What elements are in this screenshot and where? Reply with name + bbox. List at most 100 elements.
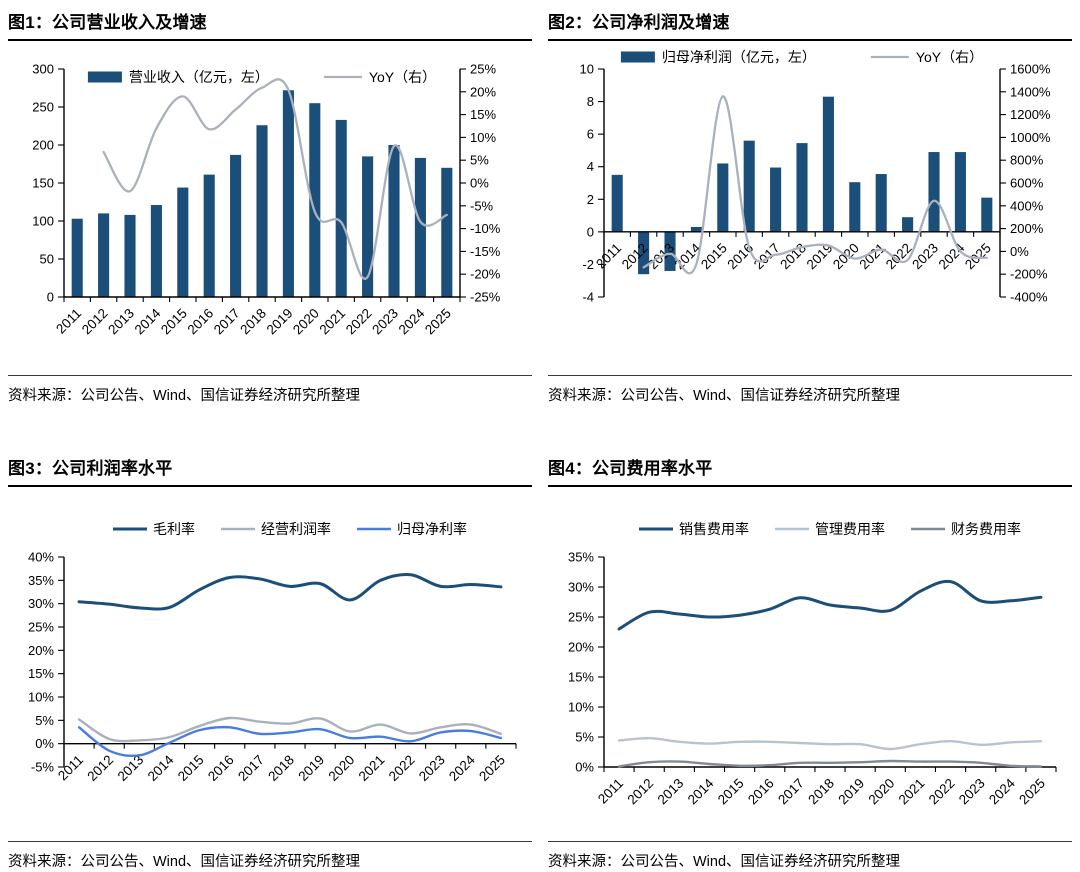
svg-text:2018: 2018	[237, 306, 269, 338]
svg-text:10%: 10%	[28, 690, 54, 705]
svg-text:250: 250	[32, 100, 54, 115]
svg-text:2021: 2021	[316, 306, 348, 338]
svg-text:2019: 2019	[264, 306, 296, 338]
svg-text:150: 150	[32, 176, 54, 191]
svg-text:2022: 2022	[386, 752, 418, 784]
svg-text:4: 4	[587, 159, 594, 174]
fig2-netprofit-growth-chart: 10 8 6 4 2 0 -2 -4 1600% 1400% 1200% 1000% 800% 600% 4…	[580, 49, 1051, 305]
svg-text:40%: 40%	[28, 550, 54, 565]
svg-text:600%: 600%	[1010, 176, 1044, 191]
svg-text:2023: 2023	[369, 306, 401, 338]
svg-text:-4: -4	[582, 290, 594, 305]
svg-text:15%: 15%	[28, 666, 54, 681]
svg-text:2023: 2023	[956, 776, 988, 808]
svg-text:10%: 10%	[470, 130, 496, 145]
panel-fig3: 图3：公司利润率水平 40% 35% 30% 25% 20% 15% 10% 5% 0% -5% 2…	[0, 410, 540, 872]
svg-text:-20%: -20%	[470, 267, 501, 282]
svg-text:25%: 25%	[568, 610, 594, 625]
svg-text:100: 100	[32, 214, 54, 229]
svg-text:2024: 2024	[936, 240, 968, 272]
panel-fig2: 图2：公司净利润及增速 10 8 6 4 2 0 -2 -4 1600% 1400% 1200% 10…	[540, 0, 1080, 410]
svg-text:2013: 2013	[105, 306, 137, 338]
svg-text:0%: 0%	[35, 736, 54, 751]
svg-text:2025: 2025	[1016, 776, 1048, 808]
svg-text:销售费用率: 销售费用率	[679, 521, 749, 537]
svg-text:2019: 2019	[295, 752, 327, 784]
fig4-source-note: 资料来源：公司公告、Wind、国信证券经济研究所整理	[548, 841, 1072, 872]
svg-text:1000%: 1000%	[1010, 130, 1051, 145]
svg-text:2018: 2018	[805, 776, 837, 808]
svg-text:400%: 400%	[1010, 198, 1044, 213]
svg-text:2015: 2015	[698, 240, 730, 272]
svg-text:2014: 2014	[145, 752, 177, 784]
fig3-margin-chart: 40%35%30%25%20%15%10%5%0%-5% 201120122013…	[28, 521, 517, 784]
fig2-title: 图2：公司净利润及增速	[548, 6, 1072, 41]
svg-text:2016: 2016	[745, 776, 777, 808]
svg-text:2011: 2011	[593, 240, 624, 271]
svg-text:2023: 2023	[416, 752, 448, 784]
svg-text:0: 0	[47, 290, 54, 305]
svg-text:经营利润率: 经营利润率	[261, 521, 331, 537]
svg-text:20%: 20%	[470, 84, 496, 99]
svg-text:10: 10	[580, 62, 594, 77]
fig3-title: 图3：公司利润率水平	[8, 452, 532, 487]
svg-text:2022: 2022	[926, 776, 958, 808]
svg-text:2024: 2024	[986, 775, 1018, 807]
svg-text:2021: 2021	[896, 776, 928, 808]
svg-text:10%: 10%	[568, 700, 594, 715]
svg-text:2017: 2017	[775, 776, 807, 808]
svg-text:2025: 2025	[476, 752, 508, 784]
svg-text:1400%: 1400%	[1010, 84, 1051, 99]
svg-text:2012: 2012	[84, 752, 116, 784]
fig1-source-note: 资料来源：公司公告、Wind、国信证券经济研究所整理	[8, 375, 532, 407]
svg-text:-5%: -5%	[31, 760, 55, 775]
svg-text:YoY（右）: YoY（右）	[916, 49, 983, 65]
svg-text:2018: 2018	[265, 752, 297, 784]
fig1-chart-area: 300 250 200 150 100 50 0 25% 20% 15% 10% 5% 0% -5% -10…	[8, 41, 532, 375]
svg-text:2019: 2019	[835, 776, 867, 808]
svg-text:2013: 2013	[655, 776, 687, 808]
fig2-source-note: 资料来源：公司公告、Wind、国信证券经济研究所整理	[548, 375, 1072, 407]
svg-text:-2: -2	[582, 257, 594, 272]
svg-text:35%: 35%	[28, 573, 54, 588]
svg-text:2017: 2017	[751, 240, 783, 272]
svg-text:2012: 2012	[624, 776, 656, 808]
svg-text:毛利率: 毛利率	[153, 521, 195, 537]
svg-text:5%: 5%	[575, 730, 594, 745]
svg-text:归母净利润（亿元，左）: 归母净利润（亿元，左）	[662, 49, 816, 65]
svg-text:2025: 2025	[422, 306, 454, 338]
svg-text:2016: 2016	[184, 306, 216, 338]
svg-text:管理费用率: 管理费用率	[815, 521, 885, 537]
svg-text:2020: 2020	[326, 752, 358, 784]
svg-text:2020: 2020	[866, 776, 898, 808]
fig1-title: 图1：公司营业收入及增速	[8, 6, 532, 41]
svg-text:归母净利率: 归母净利率	[397, 521, 467, 537]
svg-text:0: 0	[587, 224, 594, 239]
fig4-expense-ratio-chart: 35%30%25%20%15%10%5%0%201120122013201420…	[568, 521, 1057, 808]
svg-text:2014: 2014	[132, 305, 164, 337]
svg-text:2011: 2011	[595, 776, 626, 807]
panel-fig1: 图1：公司营业收入及增速 300 250 200 150 100 50 0 25% 20% 15%…	[0, 0, 540, 410]
fig1-revenue-growth-chart: 300 250 200 150 100 50 0 25% 20% 15% 10% 5% 0% -5% -10…	[32, 62, 501, 338]
svg-text:30%: 30%	[28, 596, 54, 611]
svg-text:8: 8	[587, 94, 594, 109]
svg-text:-400%: -400%	[1010, 290, 1048, 305]
svg-text:25%: 25%	[28, 620, 54, 635]
svg-text:0%: 0%	[575, 760, 594, 775]
svg-text:2020: 2020	[290, 306, 322, 338]
svg-text:营业收入（亿元，左）: 营业收入（亿元，左）	[129, 69, 269, 85]
svg-text:-15%: -15%	[470, 244, 501, 259]
svg-text:5%: 5%	[35, 713, 54, 728]
svg-text:-10%: -10%	[470, 221, 501, 236]
svg-text:25%: 25%	[470, 62, 496, 77]
svg-text:-200%: -200%	[1010, 267, 1048, 282]
svg-text:15%: 15%	[470, 107, 496, 122]
svg-text:300: 300	[32, 62, 54, 77]
fig3-chart-area: 40% 35% 30% 25% 20% 15% 10% 5% 0% -5% 2011 2012 2013…	[8, 487, 532, 841]
svg-text:2016: 2016	[724, 240, 756, 272]
svg-text:2012: 2012	[79, 306, 111, 338]
fig2-chart-area: 10 8 6 4 2 0 -2 -4 1600% 1400% 1200% 1000% 800% 600% 4…	[548, 41, 1072, 375]
svg-text:2014: 2014	[685, 775, 717, 807]
svg-text:1200%: 1200%	[1010, 107, 1051, 122]
